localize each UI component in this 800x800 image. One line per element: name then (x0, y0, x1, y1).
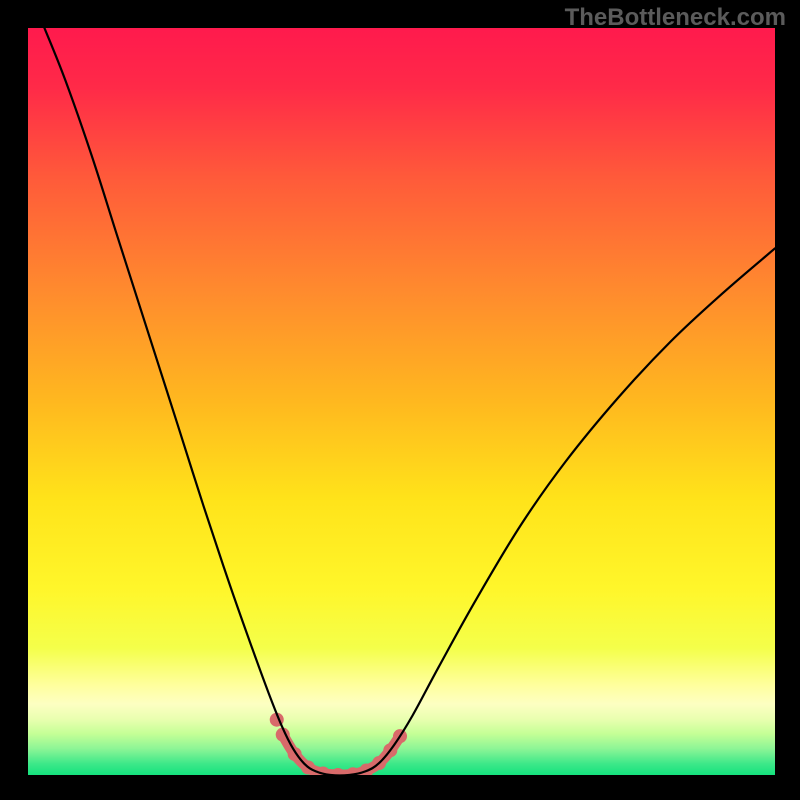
watermark-label: TheBottleneck.com (565, 4, 786, 32)
chart-frame: TheBottleneck.com (0, 0, 800, 800)
bottleneck-chart (0, 0, 800, 800)
chart-background (28, 28, 775, 775)
